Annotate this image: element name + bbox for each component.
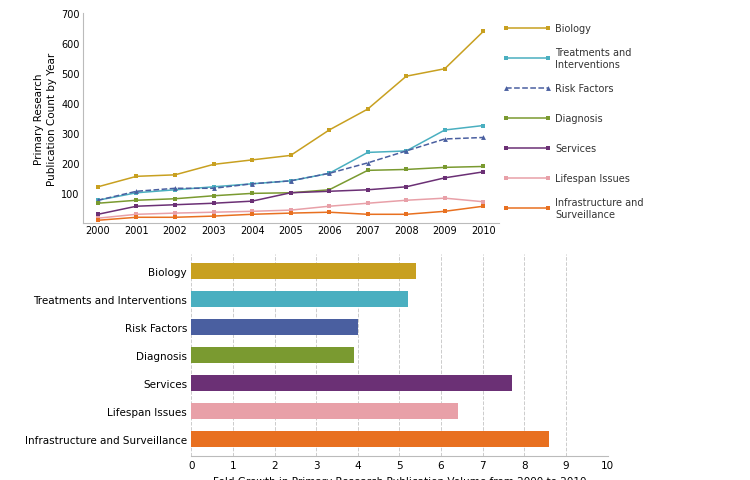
Text: Services: Services: [555, 144, 596, 154]
Bar: [191, 320, 358, 335]
Text: Treatments and
Interventions: Treatments and Interventions: [555, 48, 632, 70]
Text: Lifespan Issues: Lifespan Issues: [555, 173, 630, 183]
Text: Infrastructure and
Surveillance: Infrastructure and Surveillance: [555, 197, 644, 219]
Bar: [191, 348, 353, 363]
Text: Diagnosis: Diagnosis: [555, 114, 603, 124]
Bar: [191, 264, 416, 279]
Y-axis label: Primary Research
Publication Count by Year: Primary Research Publication Count by Ye…: [34, 52, 57, 185]
Bar: [191, 432, 549, 447]
X-axis label: Fold Growth in Primary Research Publication Volume from 2000 to 2010: Fold Growth in Primary Research Publicat…: [213, 476, 586, 480]
Bar: [191, 404, 458, 419]
Text: Biology: Biology: [555, 24, 591, 34]
Bar: [191, 291, 408, 307]
Bar: [191, 375, 512, 391]
Text: Risk Factors: Risk Factors: [555, 84, 614, 94]
